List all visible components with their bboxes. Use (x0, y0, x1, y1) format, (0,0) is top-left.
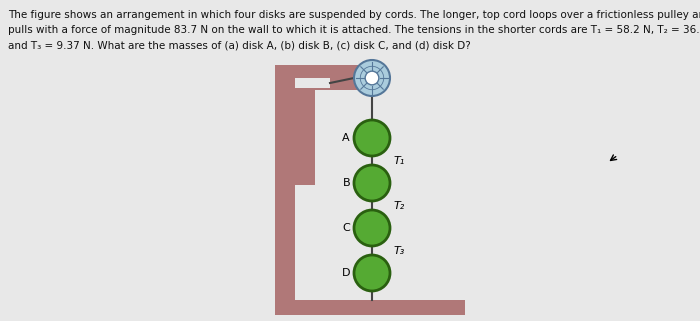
Circle shape (354, 60, 390, 96)
Circle shape (354, 255, 390, 291)
Text: D: D (342, 268, 350, 278)
Text: and T₃ = 9.37 N. What are the masses of (a) disk A, (b) disk B, (c) disk C, and : and T₃ = 9.37 N. What are the masses of … (8, 40, 470, 50)
Text: pulls with a force of magnitude 83.7 N on the wall to which it is attached. The : pulls with a force of magnitude 83.7 N o… (8, 25, 700, 35)
Text: T₁: T₁ (394, 156, 405, 166)
Circle shape (354, 165, 390, 201)
Bar (295, 90, 315, 185)
Circle shape (354, 120, 390, 156)
Circle shape (365, 71, 379, 85)
Bar (295, 78, 330, 88)
Bar (275, 65, 380, 90)
Text: C: C (342, 223, 350, 233)
Bar (275, 300, 465, 315)
Bar (275, 65, 380, 90)
Text: A: A (342, 133, 350, 143)
Text: T₃: T₃ (394, 246, 405, 256)
Bar (275, 65, 295, 310)
Text: B: B (342, 178, 350, 188)
Text: T₂: T₂ (394, 201, 405, 211)
Text: The figure shows an arrangement in which four disks are suspended by cords. The : The figure shows an arrangement in which… (8, 10, 700, 20)
Bar (275, 65, 295, 310)
Circle shape (354, 210, 390, 246)
